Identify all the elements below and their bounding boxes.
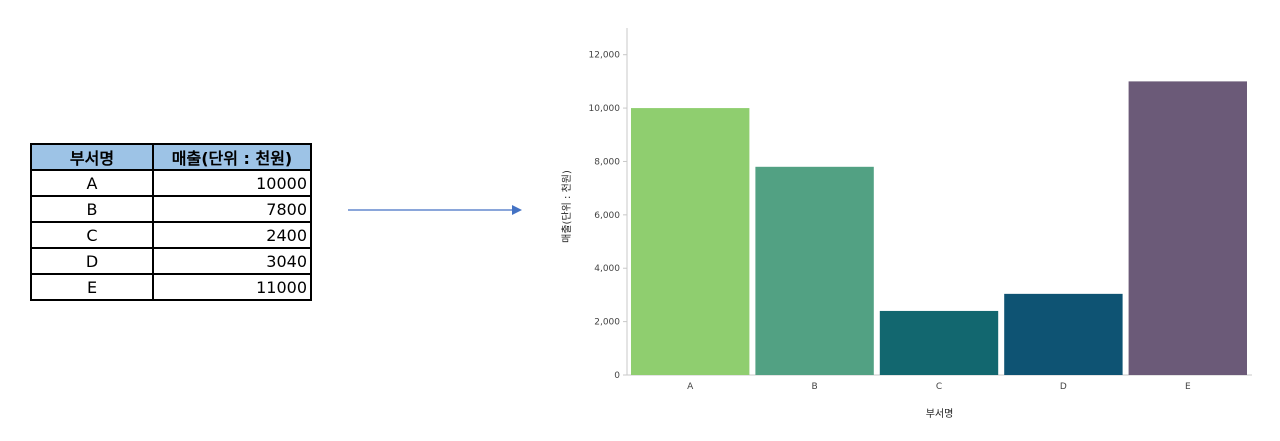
cell-sales: 10000 — [152, 169, 312, 197]
cell-dept: E — [30, 273, 154, 301]
cell-dept: B — [30, 195, 154, 223]
cell-dept: D — [30, 247, 154, 275]
cell-sales: 3040 — [152, 247, 312, 275]
x-axis-ticks: A B C D E — [687, 382, 1191, 392]
x-axis-title: 부서명 — [926, 408, 954, 420]
bar-b — [755, 166, 874, 375]
arrow-right-icon — [348, 205, 522, 215]
arrow-head — [512, 205, 522, 215]
cell-sales: 7800 — [152, 195, 312, 223]
cell-dept: A — [30, 169, 154, 197]
table-header-row: 부서명 매출(단위 : 천원) — [30, 143, 312, 171]
y-tick-label: 10,000 — [589, 104, 621, 114]
bar-a — [631, 108, 750, 376]
x-tick-label: E — [1185, 382, 1191, 392]
x-tick-label: A — [687, 382, 694, 392]
data-table: 부서명 매출(단위 : 천원) A 10000 B 7800 C 2400 D … — [30, 143, 312, 301]
cell-sales: 11000 — [152, 273, 312, 301]
y-tick-label: 2,000 — [594, 318, 620, 328]
x-tick-label: D — [1060, 382, 1067, 392]
header-sales: 매출(단위 : 천원) — [152, 143, 312, 171]
bar-d — [1004, 293, 1123, 375]
table-row: A 10000 — [30, 169, 312, 197]
table-row: C 2400 — [30, 221, 312, 249]
x-tick-label: B — [812, 382, 818, 392]
y-tick-label: 6,000 — [594, 211, 620, 221]
bar-c — [879, 310, 999, 375]
y-axis-title: 매출(단위 : 천원) — [560, 170, 573, 243]
table-row: B 7800 — [30, 195, 312, 223]
x-tick-label: C — [936, 382, 942, 392]
y-tick-label: 0 — [614, 371, 620, 381]
header-dept: 부서명 — [30, 143, 154, 171]
y-axis-ticks: 0 2,000 4,000 6,000 8,000 10,000 12,000 — [589, 51, 627, 381]
table-row: E 11000 — [30, 273, 312, 301]
bar-e — [1128, 81, 1247, 375]
bars — [631, 81, 1247, 376]
y-tick-label: 8,000 — [594, 157, 620, 167]
y-tick-label: 12,000 — [589, 51, 621, 61]
cell-dept: C — [30, 221, 154, 249]
y-tick-label: 4,000 — [594, 264, 620, 274]
cell-sales: 2400 — [152, 221, 312, 249]
table-row: D 3040 — [30, 247, 312, 275]
